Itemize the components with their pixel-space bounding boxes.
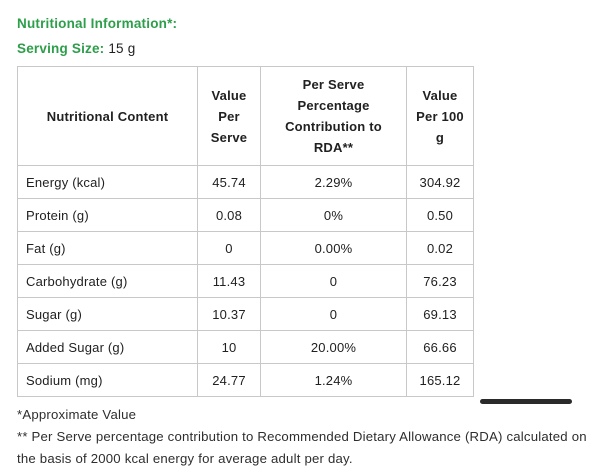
table-row: Sodium (mg) 24.77 1.24% 165.12 bbox=[17, 363, 474, 397]
section-title: Nutritional Information*: bbox=[17, 16, 178, 31]
cell-per-serve: 11.43 bbox=[197, 264, 261, 298]
footnote-approximate-value: *Approximate Value bbox=[17, 407, 137, 422]
cell-rda: 1.24% bbox=[260, 363, 407, 397]
cell-rda: 0 bbox=[260, 264, 407, 298]
cell-nutrient-name: Energy (kcal) bbox=[17, 165, 198, 199]
cell-nutrient-name: Sugar (g) bbox=[17, 297, 198, 331]
cell-nutrient-name: Carbohydrate (g) bbox=[17, 264, 198, 298]
col-header-rda-contribution: Per Serve Percentage Contribution to RDA… bbox=[260, 66, 407, 166]
footnote-rda-calculation: ** Per Serve percentage contribution to … bbox=[17, 429, 587, 466]
horizontal-scrollbar-thumb[interactable] bbox=[480, 399, 572, 404]
table-row: Sugar (g) 10.37 0 69.13 bbox=[17, 297, 474, 331]
footnotes: *Approximate Value ** Per Serve percenta… bbox=[17, 404, 600, 470]
cell-per-serve: 45.74 bbox=[197, 165, 261, 199]
table-row: Protein (g) 0.08 0% 0.50 bbox=[17, 198, 474, 232]
serving-size-value: 15 g bbox=[108, 41, 136, 56]
cell-per-serve: 0 bbox=[197, 231, 261, 265]
cell-nutrient-name: Sodium (mg) bbox=[17, 363, 198, 397]
cell-per-serve: 10.37 bbox=[197, 297, 261, 331]
cell-nutrient-name: Fat (g) bbox=[17, 231, 198, 265]
cell-per-100g: 0.02 bbox=[406, 231, 474, 265]
nutrition-table: Nutritional Content Value Per Serve Per … bbox=[17, 66, 474, 397]
table-row: Fat (g) 0 0.00% 0.02 bbox=[17, 231, 474, 265]
cell-rda: 0 bbox=[260, 297, 407, 331]
cell-rda: 0.00% bbox=[260, 231, 407, 265]
serving-size-line: Serving Size: 15 g bbox=[17, 41, 600, 56]
col-header-value-per-serve: Value Per Serve bbox=[197, 66, 261, 166]
cell-nutrient-name: Protein (g) bbox=[17, 198, 198, 232]
cell-per-100g: 66.66 bbox=[406, 330, 474, 364]
cell-per-100g: 69.13 bbox=[406, 297, 474, 331]
cell-nutrient-name: Added Sugar (g) bbox=[17, 330, 198, 364]
col-header-nutritional-content: Nutritional Content bbox=[17, 66, 198, 166]
cell-per-100g: 76.23 bbox=[406, 264, 474, 298]
table-row: Added Sugar (g) 10 20.00% 66.66 bbox=[17, 330, 474, 364]
cell-rda: 20.00% bbox=[260, 330, 407, 364]
serving-size-label: Serving Size: bbox=[17, 41, 105, 56]
cell-rda: 2.29% bbox=[260, 165, 407, 199]
col-header-value-per-100g: Value Per 100 g bbox=[406, 66, 474, 166]
cell-per-100g: 165.12 bbox=[406, 363, 474, 397]
cell-rda: 0% bbox=[260, 198, 407, 232]
table-row: Carbohydrate (g) 11.43 0 76.23 bbox=[17, 264, 474, 298]
cell-per-serve: 24.77 bbox=[197, 363, 261, 397]
cell-per-100g: 0.50 bbox=[406, 198, 474, 232]
cell-per-serve: 0.08 bbox=[197, 198, 261, 232]
table-row: Energy (kcal) 45.74 2.29% 304.92 bbox=[17, 165, 474, 199]
cell-per-100g: 304.92 bbox=[406, 165, 474, 199]
cell-per-serve: 10 bbox=[197, 330, 261, 364]
table-header-row: Nutritional Content Value Per Serve Per … bbox=[17, 66, 474, 166]
